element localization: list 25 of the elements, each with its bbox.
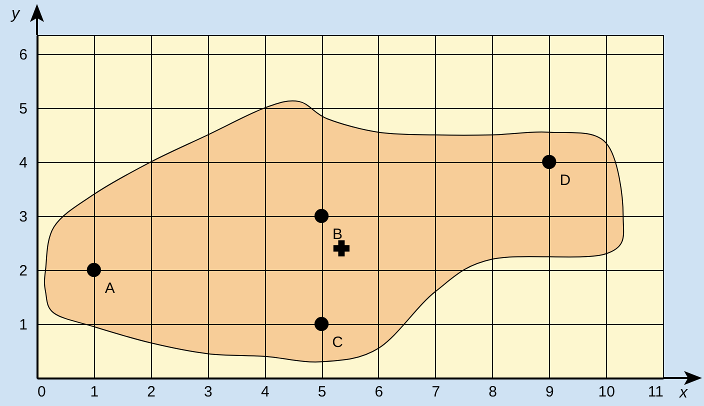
x-tick-label: 6 bbox=[374, 384, 384, 400]
y-tick-label: 4 bbox=[19, 154, 28, 172]
y-tick-label: 5 bbox=[19, 100, 28, 118]
x-tick-label: 11 bbox=[648, 384, 664, 400]
annotation: B bbox=[332, 226, 343, 243]
annotation: C bbox=[332, 334, 344, 351]
x-tick-label: 10 bbox=[598, 384, 615, 400]
x-tick-label: 3 bbox=[204, 384, 212, 400]
x-tick-label: 1 bbox=[90, 384, 99, 400]
x-tick-label: 5 bbox=[318, 384, 326, 400]
x-tick-label: 4 bbox=[260, 384, 270, 400]
annotation: A bbox=[104, 280, 115, 297]
y-tick-label: 2 bbox=[19, 262, 28, 280]
x-tick-label: 8 bbox=[488, 384, 497, 400]
y-tick-label: 1 bbox=[19, 316, 28, 334]
annotation: D bbox=[560, 172, 571, 189]
x-tick-label: 0 bbox=[38, 384, 46, 400]
y-tick-label: 3 bbox=[19, 208, 28, 226]
x-tick-label: 9 bbox=[546, 384, 554, 400]
y-axis-title: y bbox=[10, 6, 20, 22]
point bbox=[333, 240, 350, 256]
x-axis-title: x bbox=[678, 384, 688, 402]
y-tick-label: 6 bbox=[19, 46, 28, 64]
x-tick-label: 7 bbox=[432, 384, 440, 400]
x-tick-label: 2 bbox=[147, 384, 156, 400]
